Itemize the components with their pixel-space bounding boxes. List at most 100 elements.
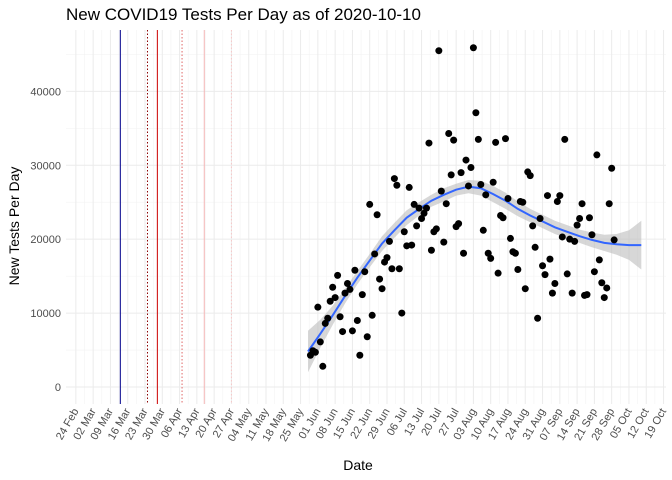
y-tick-label: 10000	[30, 308, 61, 320]
data-point	[553, 197, 561, 205]
data-point	[610, 236, 618, 244]
y-axis-label: New Tests Per Day	[6, 167, 22, 286]
x-axis-label: Date	[343, 457, 373, 473]
data-point	[343, 280, 351, 288]
data-point	[311, 348, 319, 356]
data-point	[440, 238, 448, 246]
data-point	[605, 200, 613, 208]
data-point	[551, 280, 559, 288]
data-point	[556, 192, 564, 200]
data-point	[531, 243, 539, 251]
data-point	[467, 163, 475, 171]
data-point	[585, 214, 593, 222]
data-point	[548, 289, 556, 297]
data-point	[558, 233, 566, 241]
data-point	[388, 265, 396, 273]
data-point	[447, 171, 455, 179]
scatter-points	[306, 44, 618, 370]
data-point	[460, 249, 468, 257]
data-point	[324, 314, 332, 322]
data-point	[595, 256, 603, 264]
data-point	[472, 109, 480, 117]
data-point	[361, 268, 369, 276]
data-point	[395, 265, 403, 273]
data-point	[536, 214, 544, 222]
y-tick-label: 40000	[30, 86, 61, 98]
data-point	[363, 333, 371, 341]
data-point	[413, 222, 421, 230]
data-point	[427, 246, 435, 254]
data-point	[393, 181, 401, 189]
data-point	[378, 285, 386, 293]
data-point	[511, 249, 519, 257]
data-point	[474, 135, 482, 143]
data-point	[576, 214, 584, 222]
y-axis-ticks: 0 10000 20000 30000 40000	[30, 86, 61, 394]
data-point	[583, 291, 591, 299]
data-point	[504, 195, 512, 203]
chart-title: New COVID19 Tests Per Day as of 2020-10-…	[66, 5, 421, 24]
data-point	[351, 266, 359, 274]
grid-major	[66, 30, 666, 404]
data-point	[571, 237, 579, 245]
data-point	[514, 265, 522, 273]
data-point	[593, 151, 601, 159]
data-point	[353, 316, 361, 324]
data-point	[425, 139, 433, 147]
data-point	[415, 204, 423, 212]
data-point	[455, 220, 463, 228]
data-point	[603, 284, 611, 292]
data-point	[519, 198, 527, 206]
data-point	[526, 172, 534, 180]
data-point	[469, 44, 477, 52]
data-point	[534, 314, 542, 322]
data-point	[450, 136, 458, 144]
data-point	[479, 226, 487, 234]
data-point	[502, 135, 510, 143]
data-point	[336, 313, 344, 321]
data-point	[316, 338, 324, 346]
data-point	[368, 311, 376, 319]
data-point	[373, 211, 381, 219]
data-point	[326, 297, 334, 305]
data-point	[385, 237, 393, 245]
data-point	[314, 303, 322, 311]
data-point	[319, 362, 327, 370]
data-point	[376, 275, 384, 283]
data-point	[499, 214, 507, 222]
data-point	[457, 169, 465, 177]
y-tick-label: 30000	[30, 160, 61, 172]
reference-lines	[119, 30, 232, 404]
data-point	[598, 279, 606, 287]
data-point	[600, 294, 608, 302]
data-point	[410, 200, 418, 208]
data-point	[487, 254, 495, 262]
data-point	[590, 268, 598, 276]
data-point	[588, 231, 596, 239]
data-point	[539, 262, 547, 270]
data-point	[408, 241, 416, 249]
data-point	[334, 271, 342, 279]
data-point	[329, 283, 337, 291]
data-point	[477, 180, 485, 188]
data-point	[339, 328, 347, 336]
data-point	[561, 135, 569, 143]
data-point	[568, 289, 576, 297]
data-point	[405, 183, 413, 191]
data-point	[506, 234, 514, 242]
data-point	[398, 309, 406, 317]
data-point	[366, 200, 374, 208]
data-point	[482, 191, 490, 199]
grid-minor	[66, 30, 666, 404]
data-point	[348, 327, 356, 335]
data-point	[371, 250, 379, 258]
data-point	[400, 228, 408, 236]
data-point	[494, 269, 502, 277]
data-point	[543, 192, 551, 200]
data-point	[435, 47, 443, 55]
data-point	[422, 204, 430, 212]
data-point	[573, 221, 581, 229]
data-point	[489, 178, 497, 186]
data-point	[331, 294, 339, 302]
